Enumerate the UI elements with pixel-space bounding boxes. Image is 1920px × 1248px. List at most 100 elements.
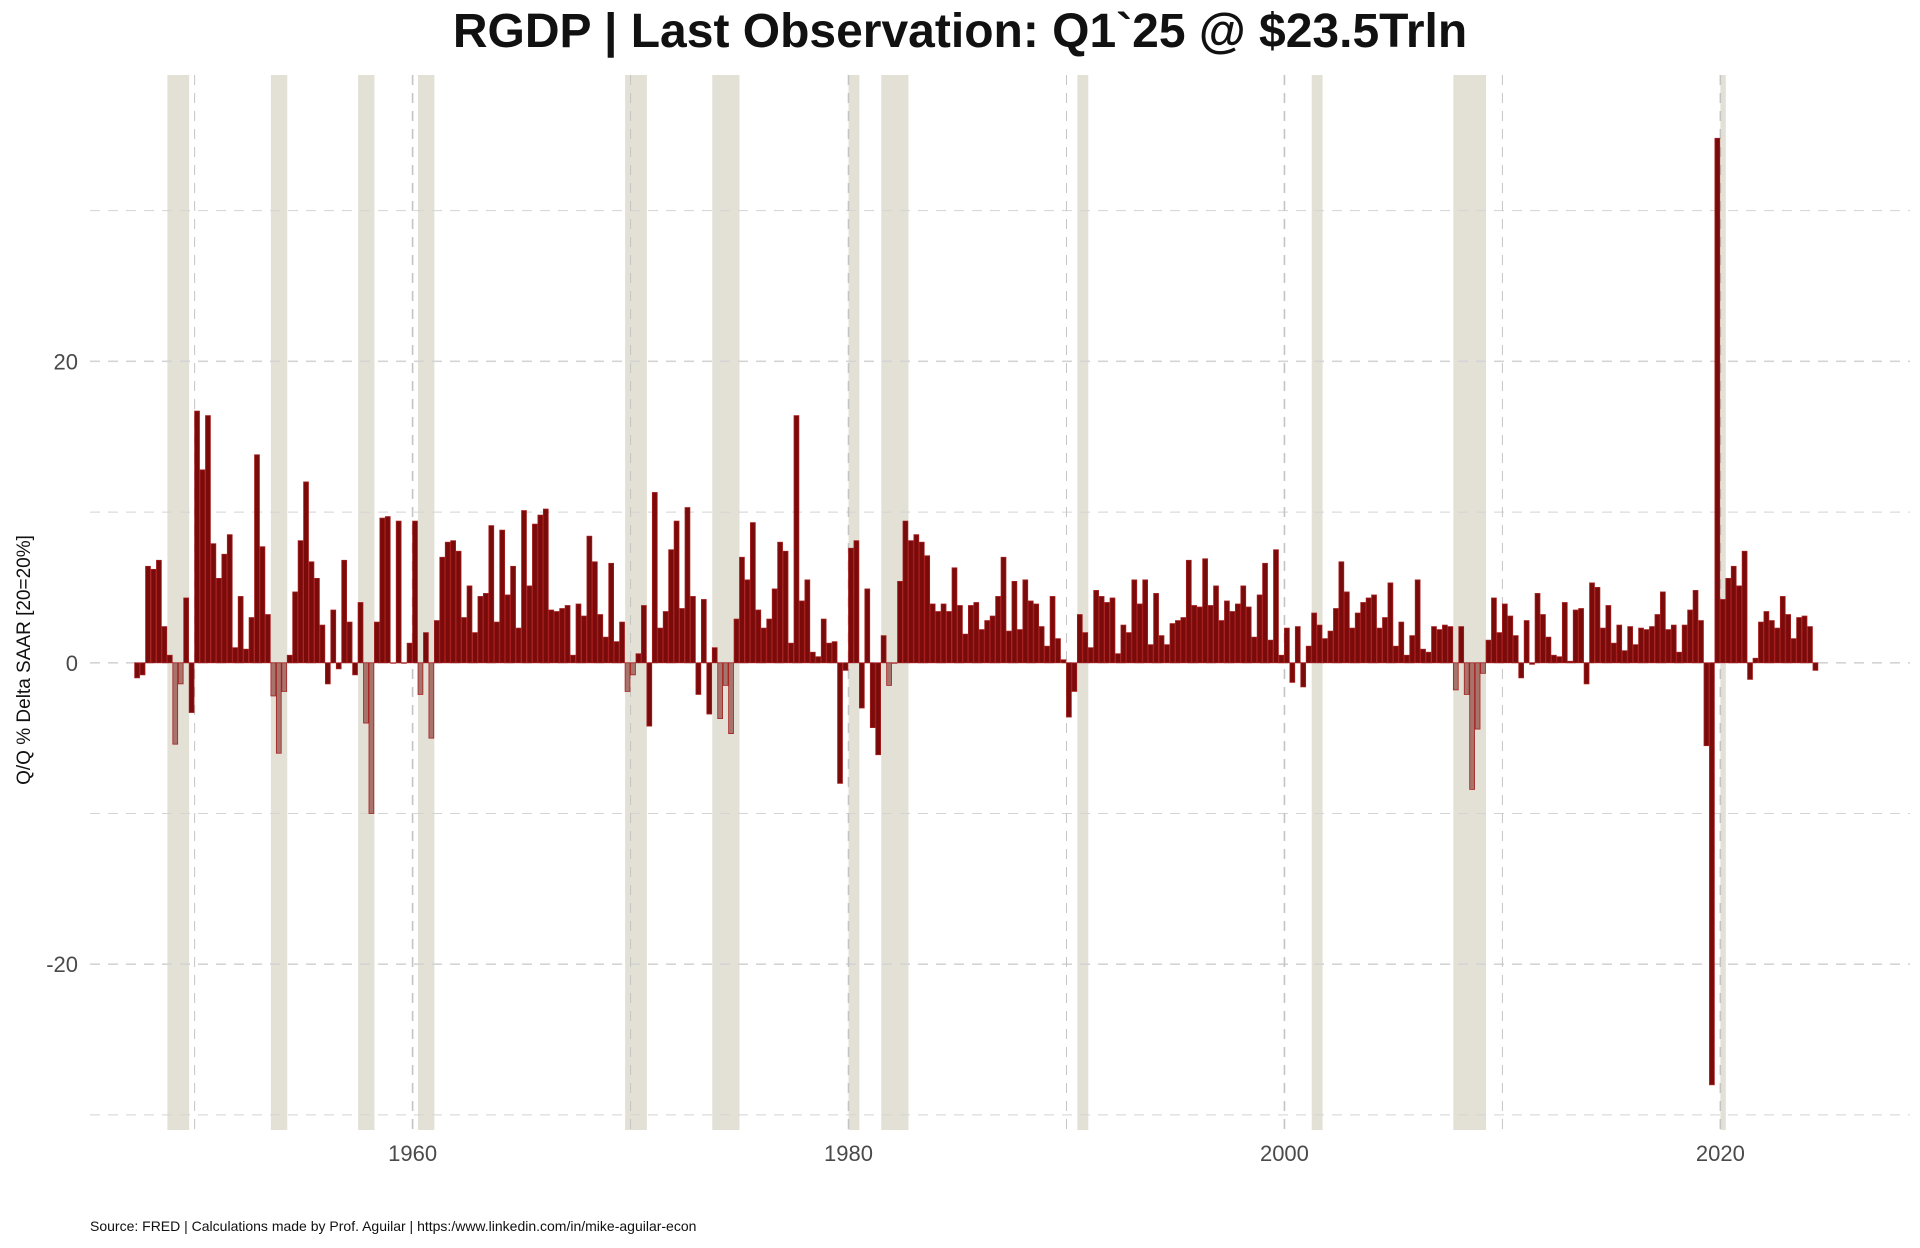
bar bbox=[1180, 617, 1187, 664]
bar bbox=[1245, 606, 1252, 664]
bar bbox=[1164, 644, 1170, 664]
bar bbox=[913, 534, 920, 664]
bar bbox=[1512, 635, 1519, 664]
bar bbox=[1300, 662, 1307, 688]
bar bbox=[1741, 550, 1748, 664]
recession-band-3 bbox=[418, 75, 435, 1130]
bar bbox=[1365, 597, 1372, 664]
bar bbox=[1235, 603, 1241, 664]
bar bbox=[417, 662, 424, 695]
bar bbox=[1327, 630, 1334, 664]
bar bbox=[199, 469, 206, 664]
bar bbox=[1136, 603, 1143, 664]
bar bbox=[744, 579, 751, 664]
bar bbox=[1561, 602, 1568, 664]
bar bbox=[1256, 594, 1263, 664]
bar bbox=[902, 520, 909, 664]
bar bbox=[1414, 579, 1421, 664]
bar bbox=[1752, 657, 1759, 664]
bar bbox=[864, 588, 871, 664]
bar bbox=[232, 647, 239, 664]
bar bbox=[755, 609, 762, 664]
bar bbox=[286, 654, 293, 664]
bar bbox=[1709, 662, 1715, 1086]
bar bbox=[1022, 579, 1029, 664]
bar bbox=[319, 624, 326, 664]
bar bbox=[1185, 559, 1192, 664]
bar bbox=[837, 662, 843, 784]
bar bbox=[352, 662, 358, 676]
bar bbox=[1523, 620, 1530, 664]
bar bbox=[1698, 620, 1704, 664]
bar bbox=[1643, 629, 1650, 664]
bar bbox=[1316, 624, 1323, 664]
bar bbox=[1224, 600, 1230, 664]
bar bbox=[166, 654, 173, 664]
bar bbox=[575, 603, 582, 664]
bar bbox=[581, 615, 587, 664]
bar bbox=[1267, 639, 1274, 664]
bar bbox=[303, 481, 309, 664]
bar bbox=[1202, 558, 1208, 664]
bar bbox=[145, 565, 151, 664]
bar bbox=[1409, 635, 1416, 664]
tick-labels: -20 0 20 1960 1980 2000 2020 bbox=[46, 349, 1745, 1166]
bar bbox=[139, 662, 146, 676]
bar bbox=[308, 561, 315, 664]
bar bbox=[368, 662, 375, 814]
bar bbox=[750, 522, 756, 664]
bar bbox=[777, 541, 783, 664]
bar bbox=[853, 540, 860, 664]
recession-band-5 bbox=[712, 75, 740, 1130]
x-tick-label: 2020 bbox=[1696, 1141, 1745, 1166]
bar bbox=[281, 662, 288, 692]
y-tick-label: 0 bbox=[66, 651, 78, 676]
bar bbox=[1278, 654, 1285, 664]
bar bbox=[177, 662, 184, 685]
bar bbox=[183, 597, 189, 664]
bar bbox=[1071, 662, 1078, 692]
bar bbox=[1480, 662, 1486, 674]
bar bbox=[1747, 662, 1753, 680]
bar bbox=[1681, 624, 1688, 664]
bar bbox=[690, 596, 696, 664]
bar bbox=[1719, 599, 1726, 664]
bar bbox=[466, 585, 473, 664]
bar bbox=[1153, 593, 1159, 664]
bar bbox=[1660, 591, 1666, 664]
bar bbox=[1703, 662, 1710, 747]
bar bbox=[346, 621, 353, 664]
bar bbox=[946, 611, 952, 664]
bar bbox=[1801, 615, 1808, 664]
bar bbox=[1769, 620, 1775, 664]
bar bbox=[1251, 636, 1257, 664]
bar-series bbox=[134, 137, 1819, 1086]
bar bbox=[804, 579, 811, 664]
bar bbox=[1338, 561, 1345, 664]
bar bbox=[1605, 605, 1612, 664]
bar bbox=[1600, 627, 1606, 664]
bar bbox=[891, 662, 898, 664]
bar bbox=[799, 600, 805, 664]
bar bbox=[1273, 549, 1279, 664]
bar bbox=[989, 615, 996, 664]
bar bbox=[412, 520, 418, 664]
bar bbox=[265, 614, 271, 664]
bar bbox=[521, 510, 527, 664]
bar bbox=[635, 653, 642, 664]
bar bbox=[673, 520, 680, 664]
bar bbox=[1491, 597, 1497, 664]
bar bbox=[1551, 654, 1557, 664]
x-tick-label: 2000 bbox=[1260, 1141, 1309, 1166]
bar bbox=[1763, 611, 1770, 664]
bar bbox=[739, 556, 745, 664]
bar bbox=[406, 642, 413, 664]
bar bbox=[1158, 635, 1165, 664]
bar bbox=[1578, 608, 1584, 664]
bar bbox=[717, 662, 723, 719]
bar bbox=[483, 593, 489, 664]
bar bbox=[1115, 653, 1121, 664]
bar bbox=[1670, 624, 1677, 664]
bar bbox=[1322, 638, 1328, 664]
bar bbox=[978, 629, 985, 664]
